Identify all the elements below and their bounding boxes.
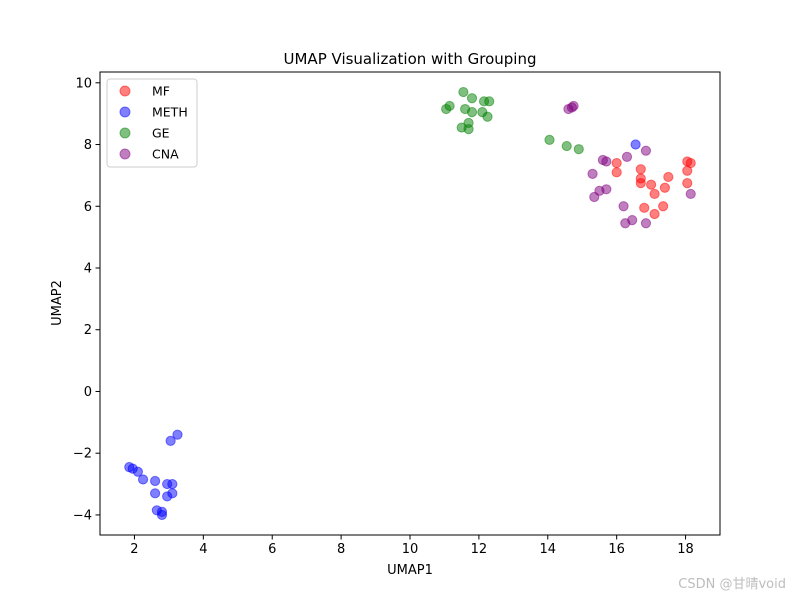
y-tick-label: 10 — [75, 76, 92, 91]
point-meth — [137, 474, 149, 485]
point-ge — [466, 93, 478, 104]
y-tick-label: 2 — [84, 323, 92, 338]
x-axis-ticks: 2 4 6 8 10 12 14 16 18 — [130, 535, 694, 557]
point-mf — [649, 208, 660, 220]
point-cna — [620, 218, 631, 229]
point-mf — [658, 201, 669, 212]
legend-box — [106, 78, 198, 168]
y-tick-label: −4 — [73, 508, 92, 523]
point-ge — [573, 144, 584, 155]
point-cna — [601, 156, 612, 167]
x-tick-label: 2 — [130, 542, 138, 557]
watermark: CSDN @甘晴void — [678, 577, 786, 592]
point-cna — [621, 151, 633, 162]
legend-marker-ge — [119, 127, 131, 139]
point-meth — [156, 509, 168, 521]
y-tick-label: 8 — [84, 138, 92, 153]
x-tick-label: 12 — [471, 542, 488, 557]
x-tick-label: 10 — [402, 542, 419, 557]
point-ge — [482, 111, 493, 122]
point-ge — [544, 134, 555, 146]
point-mf — [649, 188, 660, 200]
chart-title: UMAP Visualization with Grouping — [284, 50, 537, 68]
point-cna — [566, 102, 577, 113]
plot-area — [99, 71, 721, 536]
legend-label-cna: CNA — [152, 147, 179, 162]
point-mf — [663, 171, 674, 183]
legend-marker-meth — [119, 106, 131, 118]
point-meth — [132, 466, 143, 477]
legend-label-mf: MF — [152, 84, 170, 99]
legend: MF METH GE CNA — [106, 78, 198, 168]
point-mf — [682, 178, 693, 189]
point-ge — [458, 86, 469, 98]
point-cna — [685, 188, 696, 200]
point-cna — [640, 145, 652, 156]
y-tick-label: 4 — [84, 262, 92, 277]
y-axis-label: UMAP2 — [50, 280, 65, 326]
x-tick-label: 16 — [608, 542, 625, 557]
point-cna — [640, 218, 652, 229]
point-mf — [611, 167, 622, 178]
point-mf — [639, 202, 650, 213]
point-ge — [466, 107, 478, 118]
point-mf — [635, 164, 646, 175]
point-meth — [162, 491, 173, 502]
point-ge — [444, 100, 455, 112]
x-axis-label: UMAP1 — [387, 563, 433, 578]
point-meth — [172, 429, 183, 440]
x-tick-label: 6 — [268, 542, 276, 557]
points-layer — [124, 86, 696, 521]
point-meth — [167, 478, 178, 490]
point-meth — [150, 475, 161, 487]
point-meth — [150, 488, 161, 499]
point-mf — [682, 165, 693, 176]
y-tick-label: 0 — [84, 385, 92, 400]
y-tick-label: −2 — [73, 447, 92, 462]
point-mf — [635, 178, 646, 189]
x-tick-label: 18 — [677, 542, 694, 557]
legend-label-meth: METH — [152, 105, 188, 120]
y-axis-ticks: −4 −2 0 2 4 6 8 10 — [73, 76, 100, 523]
y-tick-label: 6 — [84, 200, 92, 215]
legend-marker-cna — [119, 148, 131, 160]
x-tick-label: 8 — [337, 542, 345, 557]
point-ge — [561, 140, 572, 152]
legend-label-ge: GE — [152, 126, 170, 141]
point-ge — [463, 124, 474, 135]
point-mf — [659, 182, 670, 193]
point-meth — [165, 435, 176, 446]
point-cna — [587, 168, 598, 179]
point-mf — [646, 179, 657, 190]
point-cna — [618, 201, 629, 212]
point-cna — [589, 191, 600, 203]
point-ge — [484, 96, 495, 107]
legend-marker-mf — [119, 85, 131, 97]
point-cna — [601, 184, 612, 195]
point-meth — [630, 139, 641, 150]
point-mf — [611, 157, 622, 169]
x-tick-label: 14 — [540, 542, 557, 557]
x-tick-label: 4 — [199, 542, 207, 557]
